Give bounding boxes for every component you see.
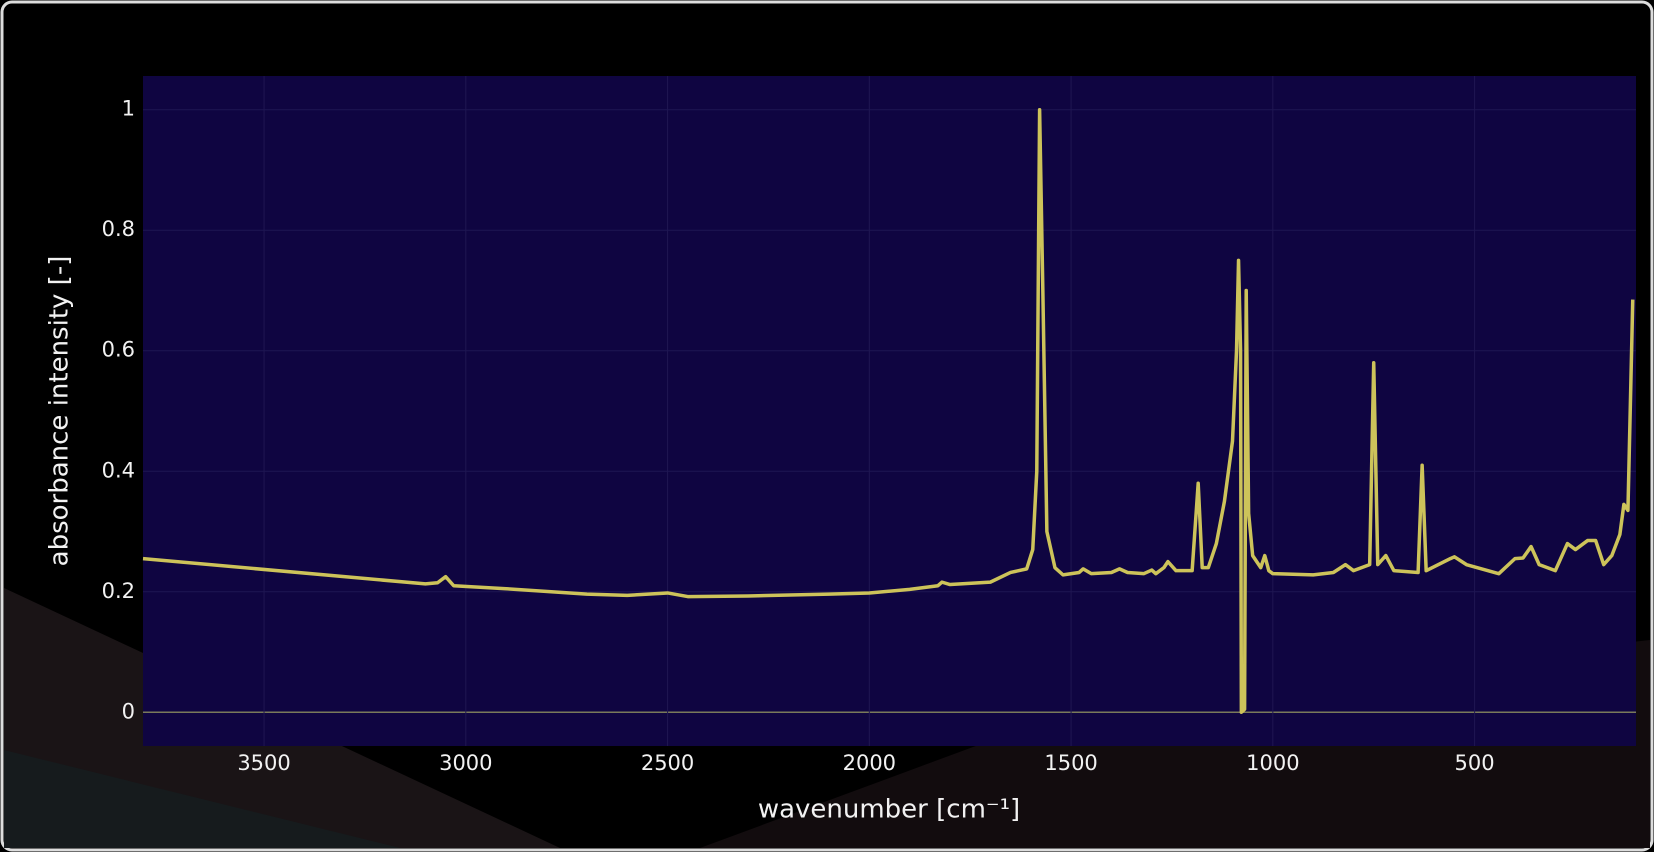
y-tick-label: 0.2 <box>102 579 135 603</box>
x-axis-title: wavenumber [cm⁻¹] <box>758 795 1020 825</box>
backdrop <box>4 750 400 848</box>
plot-area <box>143 76 1636 746</box>
x-tick-label: 1500 <box>1044 751 1097 775</box>
spectrum-line <box>142 107 1635 715</box>
x-tick-label: 2000 <box>843 751 896 775</box>
x-tick-label: 3000 <box>439 751 492 775</box>
y-tick-label: 1 <box>122 97 135 121</box>
x-tick-label: 1000 <box>1246 751 1299 775</box>
x-tick-label: 500 <box>1455 751 1495 775</box>
y-tick-label: 0.6 <box>102 338 135 362</box>
x-tick-label: 2500 <box>641 751 694 775</box>
x-tick-label: 3500 <box>237 751 290 775</box>
y-axis-title: absorbance intensity [-] <box>45 256 75 567</box>
y-tick-label: 0.4 <box>102 458 135 482</box>
y-tick-label: 0 <box>122 699 135 723</box>
y-tick-label: 0.8 <box>102 217 135 241</box>
